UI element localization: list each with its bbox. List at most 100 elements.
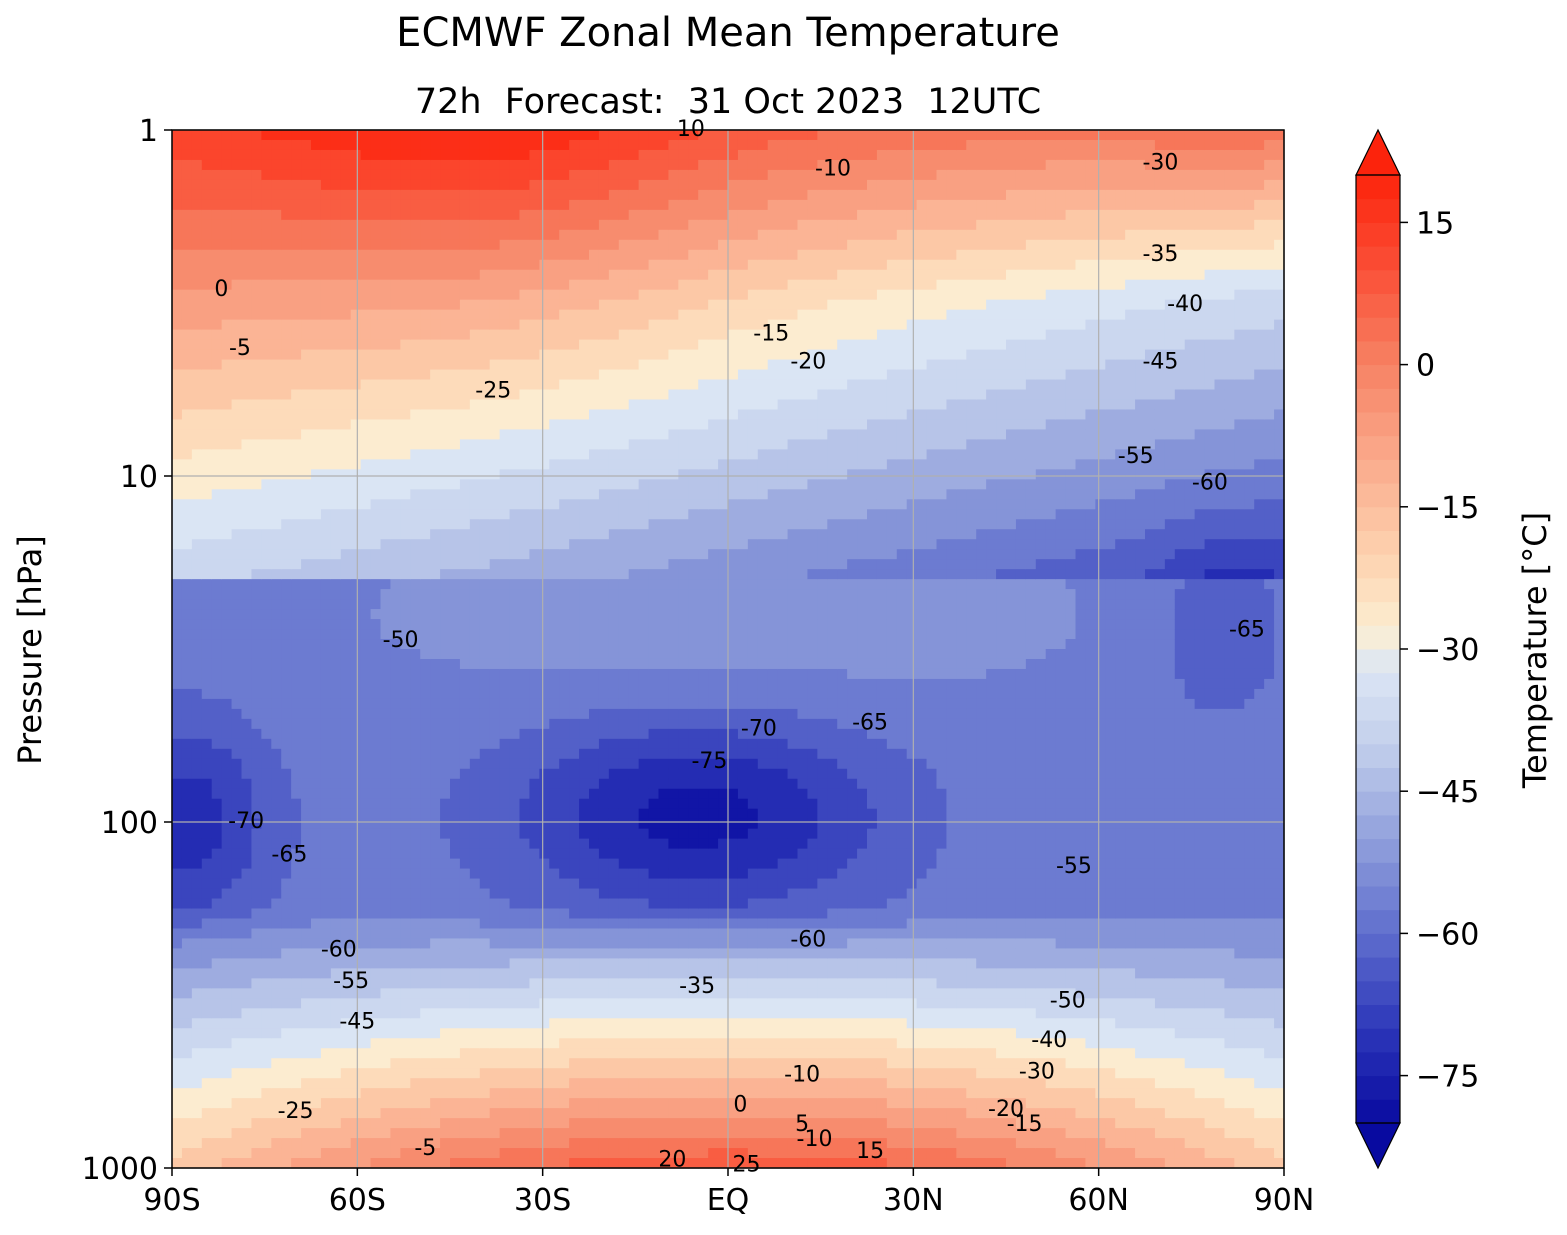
field-cell <box>608 339 620 351</box>
field-cell <box>340 1078 352 1089</box>
field-cell <box>231 619 243 630</box>
field-cell <box>569 668 580 680</box>
field-cell <box>261 888 272 900</box>
field-cell <box>589 379 600 391</box>
field-cell <box>579 279 590 291</box>
field-cell <box>559 419 570 431</box>
field-cell <box>459 1098 471 1109</box>
field-cell <box>400 878 411 890</box>
field-cell <box>549 419 560 431</box>
field-cell <box>271 469 282 480</box>
field-cell <box>519 579 531 590</box>
field-cell <box>251 219 262 231</box>
field-cell <box>350 938 362 950</box>
field-cell <box>559 828 570 840</box>
field-cell <box>400 968 411 979</box>
field-cell <box>380 249 392 261</box>
field-cell <box>529 339 540 351</box>
field-cell <box>450 549 461 560</box>
field-cell <box>618 569 630 580</box>
field-cell <box>172 259 183 271</box>
field-cell <box>380 738 392 750</box>
field-cell <box>589 449 600 460</box>
field-cell <box>261 818 272 830</box>
field-cell <box>241 1108 253 1119</box>
field-cell <box>261 179 272 191</box>
field-cell <box>340 229 352 241</box>
field-cell <box>579 1008 590 1019</box>
field-cell <box>181 409 193 421</box>
field-cell <box>400 978 411 989</box>
field-cell <box>390 309 401 321</box>
field-cell <box>172 968 183 979</box>
field-cell <box>221 878 233 890</box>
field-cell <box>370 718 382 730</box>
field-cell <box>459 1148 471 1159</box>
field-cell <box>261 1058 272 1069</box>
field-cell <box>241 649 253 660</box>
field-cell <box>469 718 481 730</box>
field-cell <box>638 649 650 660</box>
field-cell <box>519 1048 531 1059</box>
field-cell <box>211 788 223 800</box>
field-cell <box>320 369 332 381</box>
field-cell <box>410 1138 421 1149</box>
field-cell <box>430 169 441 181</box>
field-cell <box>440 289 451 301</box>
field-cell <box>509 1008 521 1019</box>
field-cell <box>191 828 203 840</box>
field-cell <box>211 1148 223 1159</box>
field-cell <box>469 469 481 480</box>
field-cell <box>330 349 342 361</box>
field-cell <box>251 1038 262 1049</box>
field-cell <box>509 888 521 900</box>
field-cell <box>509 1108 521 1119</box>
field-cell <box>311 369 322 381</box>
field-cell <box>469 928 481 940</box>
field-cell <box>181 439 193 450</box>
field-cell <box>241 529 253 540</box>
field-cell <box>350 479 362 490</box>
field-cell <box>221 379 233 391</box>
field-cell <box>281 1148 292 1159</box>
field-cell <box>360 369 372 381</box>
field-cell <box>479 130 491 141</box>
field-cell <box>450 838 461 850</box>
field-cell <box>350 279 362 291</box>
field-cell <box>598 429 610 440</box>
field-cell <box>380 159 392 171</box>
field-cell <box>638 1038 650 1049</box>
field-cell <box>499 439 511 450</box>
field-cell <box>400 1038 411 1049</box>
field-cell <box>172 728 183 740</box>
field-cell <box>459 519 471 530</box>
field-cell <box>370 619 382 630</box>
field-cell <box>301 549 312 560</box>
field-cell <box>539 419 550 431</box>
field-cell <box>638 459 650 470</box>
field-cell <box>589 339 600 351</box>
field-cell <box>638 1018 650 1029</box>
field-cell <box>340 1098 352 1109</box>
field-cell <box>549 848 560 860</box>
field-cell <box>450 569 461 580</box>
field-cell <box>271 309 282 321</box>
field-cell <box>311 259 322 271</box>
field-cell <box>271 379 282 391</box>
field-cell <box>211 389 223 401</box>
field-cell <box>181 479 193 490</box>
field-cell <box>390 928 401 940</box>
field-cell <box>320 898 332 910</box>
field-cell <box>430 529 441 540</box>
field-cell <box>271 778 282 790</box>
field-cell <box>340 539 352 550</box>
field-cell <box>281 728 292 740</box>
field-cell <box>291 1058 302 1069</box>
field-cell <box>598 738 610 750</box>
field-cell <box>211 329 223 341</box>
field-cell <box>579 908 590 920</box>
field-cell <box>350 139 362 151</box>
field-cell <box>211 868 223 880</box>
field-cell <box>569 219 580 231</box>
field-cell <box>320 678 332 690</box>
